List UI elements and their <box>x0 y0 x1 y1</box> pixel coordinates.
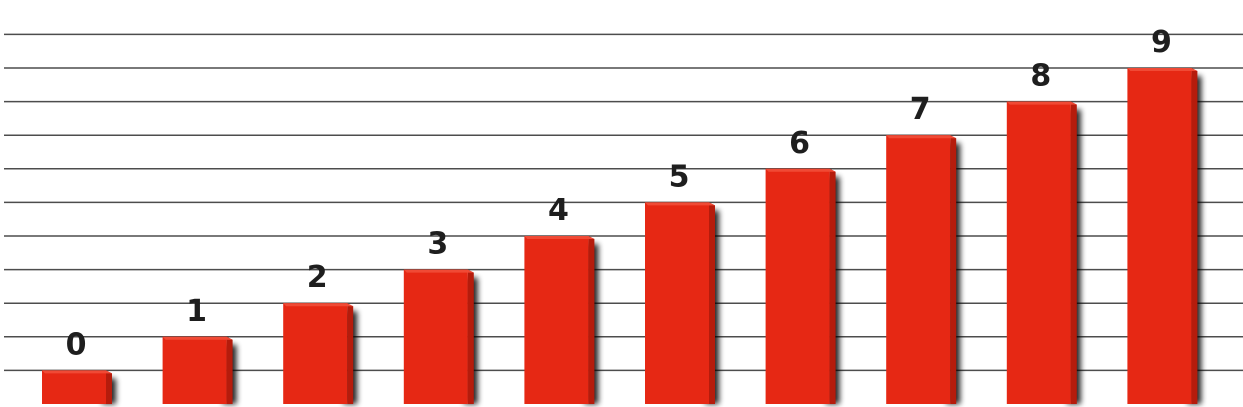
bar-side <box>106 370 112 404</box>
bar-4 <box>524 236 599 404</box>
bar-label-4: 4 <box>548 193 569 228</box>
bar-label-8: 8 <box>1030 59 1051 94</box>
bar-top <box>645 202 715 206</box>
data-labels: 0 1 2 3 4 5 6 7 8 9 <box>66 25 1172 362</box>
bar-top <box>1127 68 1198 71</box>
bar-side <box>588 236 595 404</box>
bar-label-7: 7 <box>910 92 931 127</box>
bar-front <box>524 236 589 404</box>
bar-3 <box>403 269 478 404</box>
bar-label-1: 1 <box>186 294 207 329</box>
bar-side <box>1070 101 1077 404</box>
bar-front <box>886 135 951 404</box>
bar-0 <box>42 370 116 404</box>
bar-6 <box>765 168 840 404</box>
bar-side <box>829 168 836 404</box>
bar-side <box>709 202 715 404</box>
bar-front <box>42 370 106 404</box>
bar-front <box>283 303 348 404</box>
bar-side <box>347 303 354 404</box>
bar-top <box>403 269 474 273</box>
bar-5 <box>645 202 719 404</box>
bar-label-5: 5 <box>669 159 690 194</box>
bar-8 <box>1006 101 1081 404</box>
bar-front <box>645 202 709 404</box>
bar-top <box>42 370 112 374</box>
bar-label-0: 0 <box>66 327 87 362</box>
bar-label-2: 2 <box>307 260 328 295</box>
bar-7 <box>886 135 961 404</box>
bar-side <box>467 269 474 404</box>
bar-label-9: 9 <box>1151 25 1172 60</box>
bar-top <box>162 336 233 340</box>
bar-label-3: 3 <box>427 227 448 262</box>
bar-top <box>283 303 354 307</box>
bar-front <box>403 269 468 404</box>
bar-front <box>1006 101 1071 404</box>
bar-side <box>226 336 233 404</box>
bar-label-6: 6 <box>789 126 810 161</box>
bar-top <box>886 135 957 139</box>
bar-top <box>524 236 595 239</box>
bar-front <box>765 168 830 404</box>
bar-9 <box>1127 68 1202 404</box>
bar-side <box>950 135 957 404</box>
bar-front <box>162 336 227 404</box>
bar-front <box>1127 68 1192 404</box>
bar-side <box>1191 68 1198 404</box>
bar-top <box>1006 101 1077 105</box>
bar-1 <box>162 336 237 404</box>
bars <box>42 68 1202 404</box>
bar-2 <box>283 303 358 404</box>
bar-top <box>765 168 836 172</box>
